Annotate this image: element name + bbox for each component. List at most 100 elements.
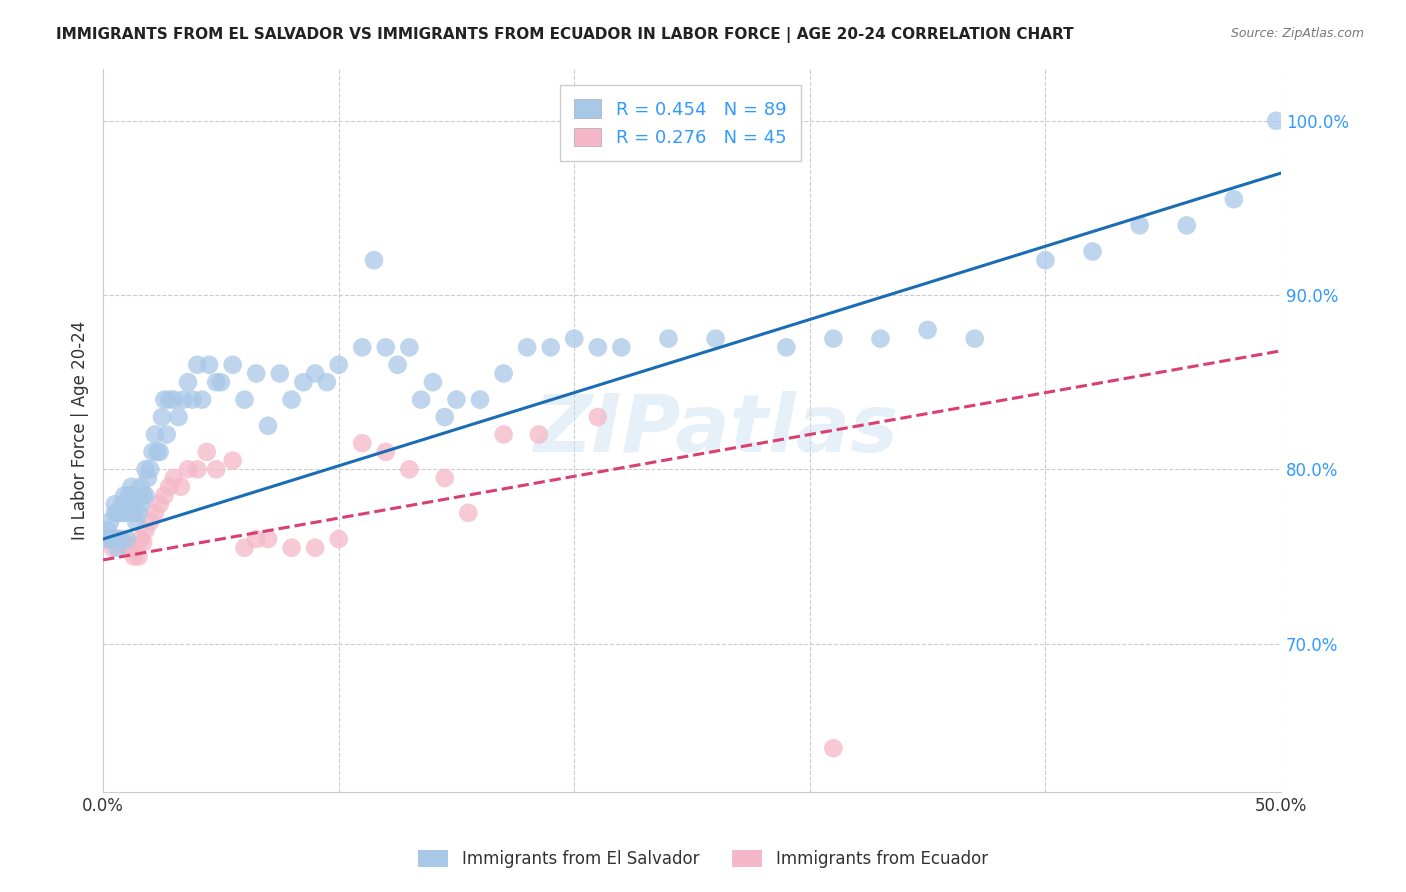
Point bbox=[129, 497, 152, 511]
Point bbox=[304, 367, 326, 381]
Point bbox=[142, 445, 165, 459]
Point bbox=[328, 532, 350, 546]
Point bbox=[186, 358, 208, 372]
Point bbox=[1223, 192, 1246, 206]
Point bbox=[97, 532, 120, 546]
Point bbox=[411, 392, 433, 407]
Point bbox=[181, 392, 204, 407]
Point bbox=[125, 488, 148, 502]
Point bbox=[540, 340, 562, 354]
Point bbox=[98, 515, 121, 529]
Point bbox=[1265, 113, 1288, 128]
Point bbox=[120, 541, 142, 555]
Point bbox=[115, 541, 138, 555]
Point bbox=[205, 375, 228, 389]
Point bbox=[112, 506, 135, 520]
Point bbox=[198, 358, 221, 372]
Point bbox=[352, 340, 374, 354]
Point bbox=[195, 445, 218, 459]
Point bbox=[143, 506, 166, 520]
Point bbox=[98, 532, 121, 546]
Point bbox=[245, 532, 267, 546]
Point bbox=[245, 367, 267, 381]
Point bbox=[111, 497, 134, 511]
Text: ZIPatlas: ZIPatlas bbox=[533, 391, 898, 469]
Point bbox=[316, 375, 339, 389]
Point bbox=[105, 532, 128, 546]
Point bbox=[146, 445, 169, 459]
Point bbox=[963, 332, 986, 346]
Point bbox=[149, 497, 172, 511]
Point bbox=[221, 358, 243, 372]
Point bbox=[1081, 244, 1104, 259]
Point bbox=[143, 427, 166, 442]
Point bbox=[127, 549, 149, 564]
Point bbox=[167, 410, 190, 425]
Point bbox=[105, 506, 128, 520]
Point bbox=[163, 392, 186, 407]
Point bbox=[94, 532, 117, 546]
Point bbox=[205, 462, 228, 476]
Point bbox=[104, 497, 127, 511]
Point bbox=[118, 488, 141, 502]
Point bbox=[115, 532, 138, 546]
Point bbox=[104, 506, 127, 520]
Point bbox=[139, 462, 162, 476]
Point bbox=[280, 392, 302, 407]
Legend: Immigrants from El Salvador, Immigrants from Ecuador: Immigrants from El Salvador, Immigrants … bbox=[412, 843, 994, 875]
Point bbox=[586, 410, 609, 425]
Point bbox=[153, 488, 176, 502]
Point bbox=[94, 532, 117, 546]
Point bbox=[374, 445, 396, 459]
Point bbox=[150, 410, 173, 425]
Point bbox=[292, 375, 315, 389]
Point bbox=[170, 480, 193, 494]
Point bbox=[516, 340, 538, 354]
Point bbox=[177, 462, 200, 476]
Point bbox=[257, 532, 280, 546]
Point bbox=[177, 375, 200, 389]
Point bbox=[775, 340, 797, 354]
Point bbox=[157, 392, 180, 407]
Point bbox=[457, 506, 479, 520]
Point bbox=[122, 488, 145, 502]
Point bbox=[108, 532, 131, 546]
Point bbox=[1175, 219, 1198, 233]
Point bbox=[869, 332, 891, 346]
Point bbox=[704, 332, 727, 346]
Y-axis label: In Labor Force | Age 20-24: In Labor Force | Age 20-24 bbox=[72, 320, 89, 540]
Point bbox=[398, 462, 420, 476]
Legend: R = 0.454   N = 89, R = 0.276   N = 45: R = 0.454 N = 89, R = 0.276 N = 45 bbox=[560, 85, 801, 161]
Point bbox=[132, 488, 155, 502]
Point bbox=[398, 340, 420, 354]
Point bbox=[127, 506, 149, 520]
Point bbox=[111, 535, 134, 549]
Text: IMMIGRANTS FROM EL SALVADOR VS IMMIGRANTS FROM ECUADOR IN LABOR FORCE | AGE 20-2: IMMIGRANTS FROM EL SALVADOR VS IMMIGRANT… bbox=[56, 27, 1074, 43]
Point bbox=[115, 497, 138, 511]
Point bbox=[108, 532, 131, 546]
Point bbox=[112, 488, 135, 502]
Point bbox=[492, 367, 515, 381]
Point bbox=[823, 332, 845, 346]
Point bbox=[209, 375, 232, 389]
Point bbox=[132, 535, 155, 549]
Point bbox=[101, 541, 124, 555]
Point bbox=[136, 471, 159, 485]
Point bbox=[328, 358, 350, 372]
Point bbox=[233, 541, 256, 555]
Point bbox=[492, 427, 515, 442]
Point bbox=[186, 462, 208, 476]
Point bbox=[120, 480, 142, 494]
Point bbox=[823, 741, 845, 756]
Point bbox=[97, 524, 120, 538]
Point bbox=[129, 480, 152, 494]
Point bbox=[101, 532, 124, 546]
Point bbox=[156, 427, 179, 442]
Point bbox=[562, 332, 585, 346]
Point bbox=[157, 480, 180, 494]
Point bbox=[1129, 219, 1152, 233]
Point bbox=[125, 541, 148, 555]
Point bbox=[527, 427, 550, 442]
Point bbox=[172, 392, 194, 407]
Point bbox=[257, 418, 280, 433]
